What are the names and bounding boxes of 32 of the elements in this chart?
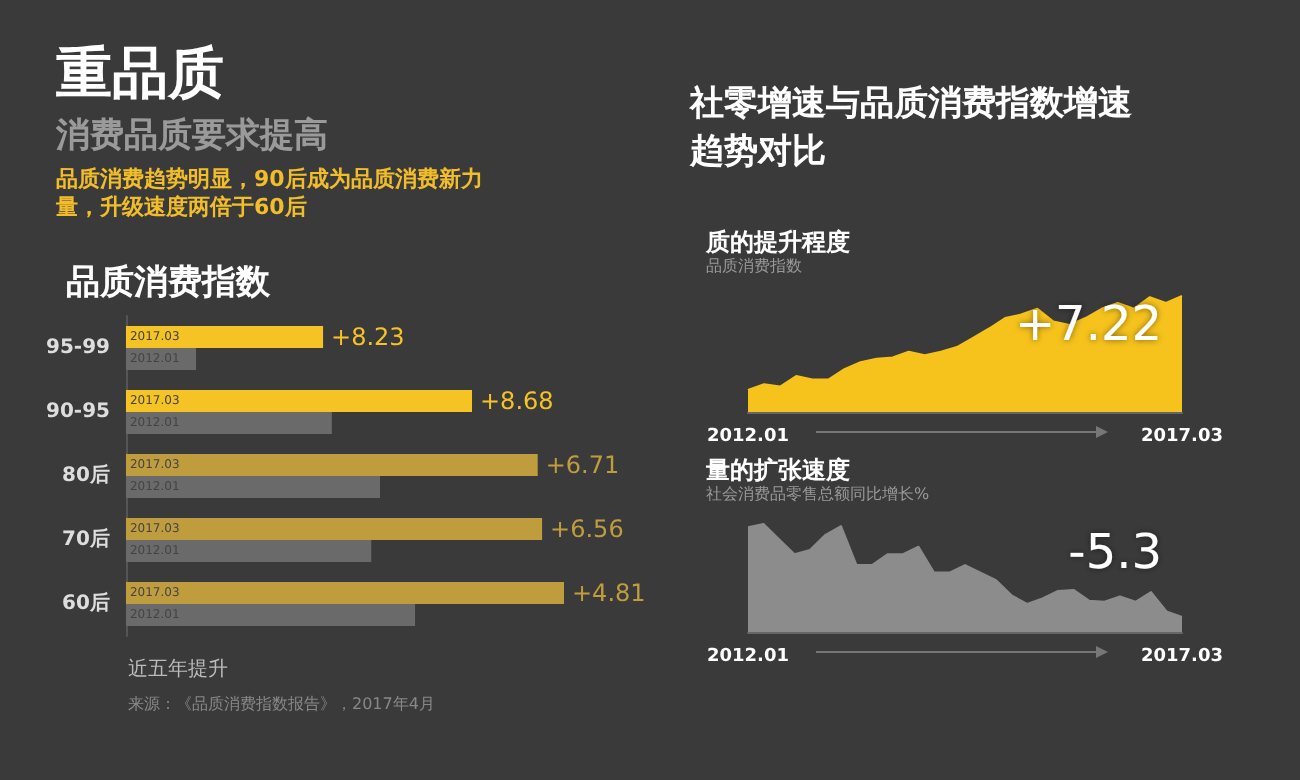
text: 消费品质要求提高 (56, 114, 330, 158)
text: 品质消费趋势明显，90后成为品质消费新力量，升级速度两倍于60后 (56, 166, 485, 222)
y-tick-label: 80后 (62, 463, 110, 487)
chart-subtitle: 品质消费指数 (706, 257, 802, 275)
chart-subtitle: 社会消费品零售总额同比增长% (706, 485, 930, 503)
annotation: +6.71 (545, 451, 620, 479)
y-tick-label: 60后 (62, 591, 110, 615)
annotation: +8.23 (331, 323, 405, 351)
bar (125, 390, 473, 412)
bar (125, 518, 543, 540)
bar (125, 326, 324, 348)
bar (125, 582, 564, 604)
y-tick-label: 70后 (62, 527, 110, 551)
y-tick-label: 95-99 (46, 337, 111, 359)
source-note: 来源：《品质消费指数报告》，2017年4月 (128, 695, 435, 713)
annotation: +7.22 (1014, 296, 1162, 352)
bar (125, 540, 372, 562)
text: 近五年提升 (128, 657, 228, 681)
text: 社零增速与品质消费指数增速趋势对比 (690, 82, 1134, 176)
annotation: +6.56 (550, 515, 624, 543)
chart-title: 品质消费指数 (66, 263, 272, 303)
bar (125, 476, 381, 498)
annotation: +8.68 (480, 387, 554, 415)
bar (125, 412, 332, 434)
annotation: +4.81 (572, 579, 646, 607)
y-tick-label: 90-95 (46, 401, 111, 423)
text: 重品质 (56, 40, 226, 108)
chart-title: 质的提升程度 (704, 228, 850, 256)
chart-title: 量的扩张速度 (704, 456, 850, 484)
bar (125, 454, 538, 476)
annotation: -5.3 (1068, 524, 1162, 580)
bar (125, 604, 416, 626)
